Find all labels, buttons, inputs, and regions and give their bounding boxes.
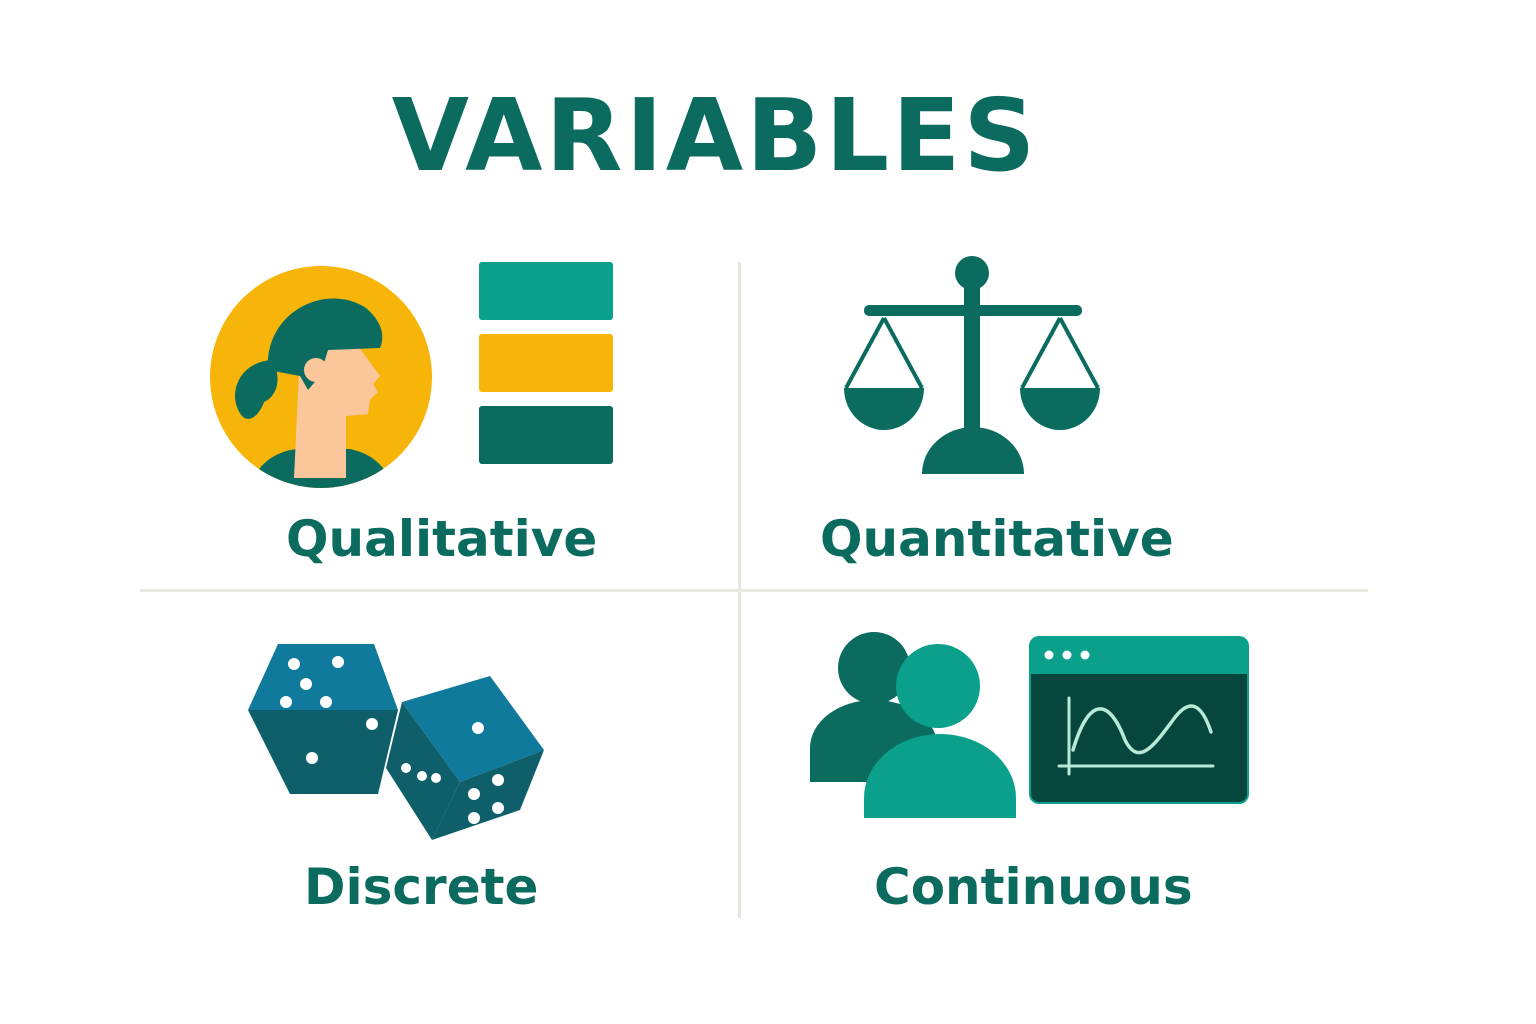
qualitative-label: Qualitative <box>286 510 598 568</box>
continuous-label: Continuous <box>874 858 1193 916</box>
horizontal-divider <box>140 589 1368 592</box>
person-profile-icon <box>208 264 434 490</box>
stacked-bars-icon <box>479 262 615 468</box>
discrete-label: Discrete <box>304 858 539 916</box>
quantitative-label: Quantitative <box>820 510 1174 568</box>
page-title: VARIABLES <box>391 77 1039 194</box>
line-graph-window-icon <box>1029 636 1251 806</box>
dice-icon <box>246 640 548 846</box>
people-icon <box>808 630 1020 820</box>
balance-scale-icon <box>840 256 1104 476</box>
